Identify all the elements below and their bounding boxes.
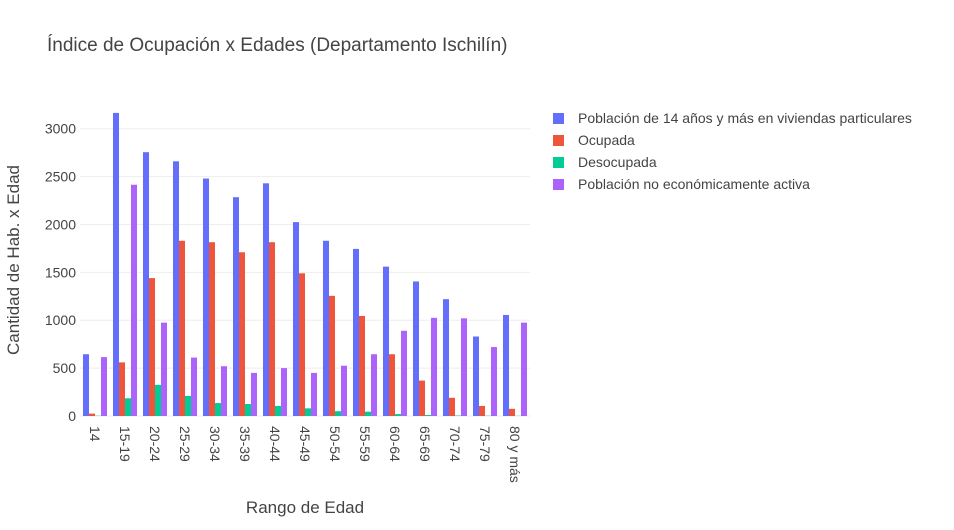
bar[interactable] bbox=[353, 249, 359, 416]
y-tick-label: 2500 bbox=[45, 169, 76, 185]
legend-label: Población no económicamente activa bbox=[578, 176, 810, 192]
x-tick-label: 14 bbox=[87, 426, 103, 442]
y-axis-label: Cantidad de Hab. x Edad bbox=[4, 165, 23, 355]
legend-swatch bbox=[553, 135, 564, 146]
x-tick-label: 15-19 bbox=[117, 426, 133, 462]
bar[interactable] bbox=[503, 315, 509, 416]
bar[interactable] bbox=[143, 152, 149, 416]
x-tick-label: 60-64 bbox=[387, 426, 403, 462]
legend-label: Población de 14 años y más en viviendas … bbox=[578, 110, 912, 126]
y-tick-label: 3000 bbox=[45, 121, 76, 137]
bar[interactable] bbox=[281, 368, 287, 416]
bar[interactable] bbox=[179, 241, 185, 416]
bar[interactable] bbox=[155, 385, 161, 416]
bar[interactable] bbox=[383, 267, 389, 416]
bar[interactable] bbox=[395, 414, 401, 416]
bar[interactable] bbox=[449, 398, 455, 416]
bar[interactable] bbox=[443, 299, 449, 416]
y-axis-ticks: 0 500 1000 1500 2000 2500 3000 bbox=[45, 121, 76, 424]
x-tick-label: 45-49 bbox=[297, 426, 313, 462]
bar[interactable] bbox=[125, 398, 131, 416]
bar[interactable] bbox=[191, 358, 197, 416]
bar[interactable] bbox=[173, 161, 179, 416]
x-tick-label: 50-54 bbox=[327, 426, 343, 462]
legend-item[interactable]: Población no económicamente activa bbox=[553, 173, 912, 195]
bar[interactable] bbox=[251, 373, 257, 416]
y-tick-label: 0 bbox=[68, 408, 76, 424]
bar[interactable] bbox=[161, 323, 167, 416]
legend-swatch bbox=[553, 113, 564, 124]
bar[interactable] bbox=[521, 323, 527, 416]
bar[interactable] bbox=[305, 408, 311, 416]
x-tick-label: 25-29 bbox=[177, 426, 193, 462]
bar[interactable] bbox=[425, 415, 431, 416]
bar[interactable] bbox=[419, 381, 425, 416]
bar[interactable] bbox=[371, 354, 377, 416]
y-tick-label: 1000 bbox=[45, 312, 76, 328]
x-axis-ticks: 14 15-19 20-24 25-29 30-34 35-39 40-44 45-49 50-… bbox=[87, 426, 523, 483]
bar[interactable] bbox=[185, 396, 191, 416]
legend-label: Desocupada bbox=[578, 154, 657, 170]
bar[interactable] bbox=[341, 366, 347, 416]
x-tick-label: 40-44 bbox=[267, 426, 283, 462]
bar[interactable] bbox=[83, 354, 89, 416]
bar[interactable] bbox=[389, 354, 395, 416]
bar[interactable] bbox=[245, 404, 251, 416]
bar[interactable] bbox=[233, 197, 239, 416]
chart-legend[interactable]: Población de 14 años y más en viviendas … bbox=[553, 107, 912, 195]
bar[interactable] bbox=[89, 414, 95, 416]
bar[interactable] bbox=[239, 252, 245, 416]
bar[interactable] bbox=[509, 409, 515, 416]
bar[interactable] bbox=[335, 411, 341, 416]
bar[interactable] bbox=[323, 241, 329, 416]
bar[interactable] bbox=[113, 113, 119, 416]
legend-item[interactable]: Desocupada bbox=[553, 151, 912, 173]
bar[interactable] bbox=[149, 278, 155, 416]
bar[interactable] bbox=[461, 318, 467, 416]
legend-item[interactable]: Población de 14 años y más en viviendas … bbox=[553, 107, 912, 129]
bar[interactable] bbox=[359, 316, 365, 416]
bar[interactable] bbox=[215, 403, 221, 416]
bar[interactable] bbox=[203, 179, 209, 416]
bar[interactable] bbox=[221, 366, 227, 416]
x-axis-label: Rango de Edad bbox=[246, 498, 364, 517]
x-tick-label: 70-74 bbox=[447, 426, 463, 462]
bar[interactable] bbox=[473, 337, 479, 416]
bar[interactable] bbox=[311, 373, 317, 416]
legend-label: Ocupada bbox=[578, 132, 635, 148]
bar[interactable] bbox=[293, 222, 299, 416]
bar[interactable] bbox=[401, 331, 407, 416]
bars bbox=[83, 113, 527, 416]
bar[interactable] bbox=[119, 362, 125, 416]
bar[interactable] bbox=[413, 281, 419, 416]
bar[interactable] bbox=[275, 406, 281, 416]
bar[interactable] bbox=[101, 357, 107, 416]
y-tick-label: 2000 bbox=[45, 216, 76, 232]
chart-title: Índice de Ocupación x Edades (Departamen… bbox=[47, 35, 507, 56]
legend-swatch bbox=[553, 179, 564, 190]
bar[interactable] bbox=[263, 183, 269, 416]
x-tick-label: 55-59 bbox=[357, 426, 373, 462]
bar[interactable] bbox=[365, 412, 371, 416]
bar[interactable] bbox=[479, 406, 485, 416]
bar[interactable] bbox=[329, 296, 335, 416]
x-tick-label: 80 y más bbox=[507, 426, 523, 483]
bar[interactable] bbox=[299, 273, 305, 416]
bar[interactable] bbox=[269, 242, 275, 416]
y-tick-label: 1500 bbox=[45, 264, 76, 280]
bar[interactable] bbox=[491, 347, 497, 416]
x-tick-label: 75-79 bbox=[477, 426, 493, 462]
legend-item[interactable]: Ocupada bbox=[553, 129, 912, 151]
x-tick-label: 20-24 bbox=[147, 426, 163, 462]
legend-swatch bbox=[553, 157, 564, 168]
bar[interactable] bbox=[131, 185, 137, 416]
bar[interactable] bbox=[209, 242, 215, 416]
x-tick-label: 35-39 bbox=[237, 426, 253, 462]
bar[interactable] bbox=[431, 318, 437, 416]
y-tick-label: 500 bbox=[53, 360, 77, 376]
x-tick-label: 65-69 bbox=[417, 426, 433, 462]
x-tick-label: 30-34 bbox=[207, 426, 223, 462]
